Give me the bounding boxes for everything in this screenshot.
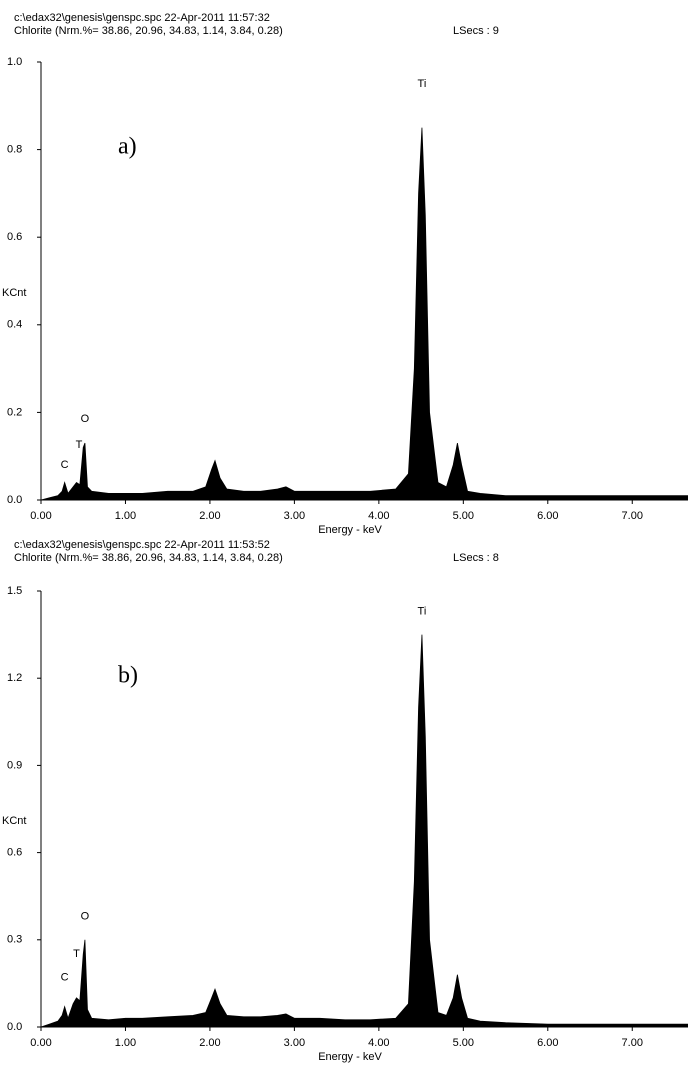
x-tick-label: 7.00 [622,510,643,522]
y-tick-label: 0.0 [7,494,22,506]
lsecs: LSecs : 8 [453,552,499,564]
x-axis-title: Energy - keV [318,1051,382,1063]
y-tick-label: 0.8 [7,144,22,156]
peak-label: Ti [418,605,427,617]
x-tick-label: 2.00 [199,1037,220,1049]
y-tick-label: 0.6 [7,231,22,243]
x-tick-label: 1.00 [115,510,136,522]
x-tick-label: 4.00 [368,510,389,522]
peak-label: O [81,413,90,425]
y-axis-title: KCnt [2,815,26,827]
y-axis-title: KCnt [2,287,26,299]
x-tick-label: 2.00 [199,510,220,522]
peak-label: T [73,948,80,960]
file-header: c:\edax32\genesis\genspc.spc 22-Apr-2011… [14,12,270,24]
x-axis-title: Energy - keV [318,524,382,536]
peak-label: C [61,971,69,983]
x-tick-label: 0.00 [30,510,51,522]
y-tick-label: 0.6 [7,847,22,859]
y-tick-label: 0.3 [7,934,22,946]
spectrum [40,634,688,1028]
file-header: c:\edax32\genesis\genspc.spc 22-Apr-2011… [14,539,270,551]
peak-label: O [81,910,90,922]
panel-label: a) [118,134,137,160]
y-tick-label: 1.2 [7,672,22,684]
y-tick-label: 1.5 [7,585,22,597]
sample-header: Chlorite (Nrm.%= 38.86, 20.96, 34.83, 1.… [14,25,283,37]
spectrum [40,127,688,501]
sample-header: Chlorite (Nrm.%= 38.86, 20.96, 34.83, 1.… [14,552,283,564]
y-tick-label: 0.9 [7,759,22,771]
y-tick-label: 1.0 [7,56,22,68]
lsecs: LSecs : 9 [453,25,499,37]
x-tick-label: 0.00 [30,1037,51,1049]
x-tick-label: 5.00 [453,510,474,522]
x-tick-label: 5.00 [453,1037,474,1049]
peak-label: C [61,459,69,471]
y-tick-label: 0.4 [7,319,22,331]
x-tick-label: 6.00 [537,510,558,522]
peak-label: Ti [418,78,427,90]
x-tick-label: 7.00 [622,1037,643,1049]
y-tick-label: 0.2 [7,406,22,418]
x-tick-label: 3.00 [284,510,305,522]
x-tick-label: 6.00 [537,1037,558,1049]
panel-label: b) [118,663,138,689]
x-tick-label: 4.00 [368,1037,389,1049]
peak-label: T [76,439,83,451]
y-tick-label: 0.0 [7,1021,22,1033]
x-tick-label: 1.00 [115,1037,136,1049]
x-tick-label: 3.00 [284,1037,305,1049]
